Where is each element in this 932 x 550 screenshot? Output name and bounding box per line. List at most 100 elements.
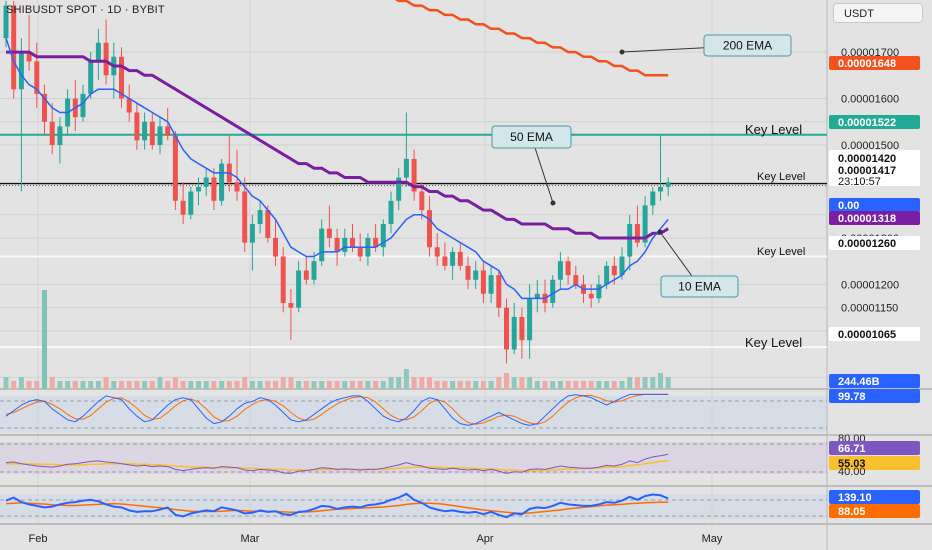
ema50-line bbox=[6, 50, 669, 240]
price-tick-6: 0.00001200 bbox=[841, 279, 899, 291]
ema-callouts: 200 EMA 50 EMA 10 EMA Key Level Key Level Key… bbox=[491, 34, 805, 350]
candle-body-13 bbox=[103, 42, 109, 76]
volume-bar-40 bbox=[311, 381, 317, 389]
volume-bar-44 bbox=[342, 381, 348, 389]
candle-body-33 bbox=[257, 210, 263, 225]
cci-ma-tag-bg bbox=[829, 504, 920, 518]
volume-bar-72 bbox=[557, 381, 563, 389]
volume-bar-14 bbox=[111, 381, 117, 389]
volume-bar-18 bbox=[142, 381, 148, 389]
candle-body-37 bbox=[288, 303, 294, 308]
volume-bar-33 bbox=[257, 381, 263, 389]
volume-bar-23 bbox=[180, 381, 186, 389]
volume-bar-36 bbox=[280, 377, 286, 389]
candle-body-40 bbox=[311, 261, 317, 280]
candle-body-31 bbox=[242, 191, 248, 243]
candle-body-42 bbox=[326, 228, 332, 238]
volume-bar-4 bbox=[34, 381, 40, 389]
currency-button[interactable]: USDT bbox=[833, 3, 923, 23]
ema10-tag: 0.00 bbox=[838, 200, 859, 212]
candle-body-63 bbox=[488, 275, 494, 294]
volume-bar-7 bbox=[57, 381, 63, 389]
ema200-callout-anchor bbox=[619, 49, 625, 55]
volume-bar-8 bbox=[65, 381, 71, 389]
key-level-label-1: Key Level bbox=[745, 122, 802, 137]
candle-body-48 bbox=[373, 237, 379, 248]
ema200-tag: 0.00001648 bbox=[838, 58, 896, 70]
volume-bar-41 bbox=[319, 381, 325, 389]
candle-body-39 bbox=[303, 270, 309, 280]
candle-body-25 bbox=[196, 186, 201, 192]
candle-body-56 bbox=[434, 247, 440, 257]
candle-body-49 bbox=[380, 224, 386, 248]
ema200-line bbox=[394, 0, 669, 77]
candle-body-30 bbox=[234, 182, 240, 192]
candle-body-45 bbox=[350, 237, 355, 248]
candle-body-50 bbox=[388, 200, 394, 225]
volume-bar-29 bbox=[226, 381, 232, 389]
volume-bar-43 bbox=[334, 381, 340, 389]
volume-bar-54 bbox=[419, 377, 425, 389]
volume-bar-78 bbox=[604, 381, 610, 389]
candle-body-54 bbox=[419, 191, 425, 211]
candle-body-36 bbox=[280, 256, 286, 304]
volume-bar-70 bbox=[542, 381, 548, 389]
candle-body-26 bbox=[203, 177, 209, 187]
candle-body-83 bbox=[642, 205, 648, 243]
stoch-tag-bg bbox=[829, 389, 920, 403]
candle-body-51 bbox=[396, 177, 402, 201]
volume-bar-66 bbox=[511, 377, 517, 389]
time-label-feb: Feb bbox=[29, 533, 48, 545]
volume-bar-46 bbox=[357, 381, 363, 389]
volume-bar-55 bbox=[427, 377, 432, 389]
candle-body-55 bbox=[427, 210, 432, 248]
volume-bars bbox=[3, 290, 671, 389]
candle-body-85 bbox=[658, 186, 663, 192]
key-level-1-tag: 0.00001522 bbox=[838, 117, 896, 129]
ema50-tag: 0.00001318 bbox=[838, 213, 896, 225]
volume-bar-37 bbox=[288, 377, 294, 389]
volume-spike-bar bbox=[42, 290, 47, 389]
candle-body-69 bbox=[534, 293, 540, 299]
candle-body-67 bbox=[519, 316, 525, 341]
ema50-callout-label: 50 EMA bbox=[510, 130, 553, 144]
volume-bar-71 bbox=[550, 381, 556, 389]
key-level-3-tag: 0.00001065 bbox=[838, 329, 896, 341]
volume-bar-64 bbox=[496, 377, 502, 389]
cci-line bbox=[5, 492, 669, 519]
volume-bar-76 bbox=[588, 381, 594, 389]
ema10-callout-anchor bbox=[657, 229, 663, 235]
cci-value-tag-bg bbox=[829, 490, 920, 504]
candle-body-24 bbox=[188, 191, 194, 215]
candle-body-59 bbox=[457, 251, 463, 266]
volume-bar-83 bbox=[642, 377, 648, 389]
cci-ma-tag: 88.05 bbox=[838, 506, 866, 518]
rsi-value-tag: 66.71 bbox=[838, 443, 866, 455]
symbol-title: SHIBUSDT SPOT · 1D · BYBIT bbox=[6, 4, 165, 16]
candle-body-73 bbox=[565, 261, 571, 276]
key-level-2-tag: 0.00001260 bbox=[838, 238, 896, 250]
volume-bar-75 bbox=[581, 381, 586, 389]
volume-bar-51 bbox=[396, 377, 402, 389]
volume-bar-63 bbox=[488, 381, 494, 389]
key-level-3-tag-bg bbox=[829, 327, 920, 341]
candle-body-15 bbox=[119, 56, 124, 99]
volume-bar-82 bbox=[634, 377, 640, 389]
volume-bar-85 bbox=[658, 373, 663, 389]
volume-bar-73 bbox=[565, 381, 571, 389]
volume-bar-16 bbox=[126, 381, 132, 389]
candle-body-52 bbox=[403, 158, 409, 178]
volume-bar-69 bbox=[534, 381, 540, 389]
volume-bar-6 bbox=[49, 377, 55, 389]
volume-bar-20 bbox=[157, 377, 163, 389]
candle-body-1 bbox=[11, 5, 17, 90]
candle-body-78 bbox=[604, 265, 610, 285]
ema10-tag-bg bbox=[829, 198, 920, 212]
candle-body-32 bbox=[249, 224, 255, 243]
candle-body-6 bbox=[49, 121, 55, 146]
candle-body-66 bbox=[511, 316, 517, 350]
candle-body-53 bbox=[411, 158, 417, 192]
volume-bar-10 bbox=[80, 381, 86, 389]
volume-bar-39 bbox=[303, 381, 309, 389]
